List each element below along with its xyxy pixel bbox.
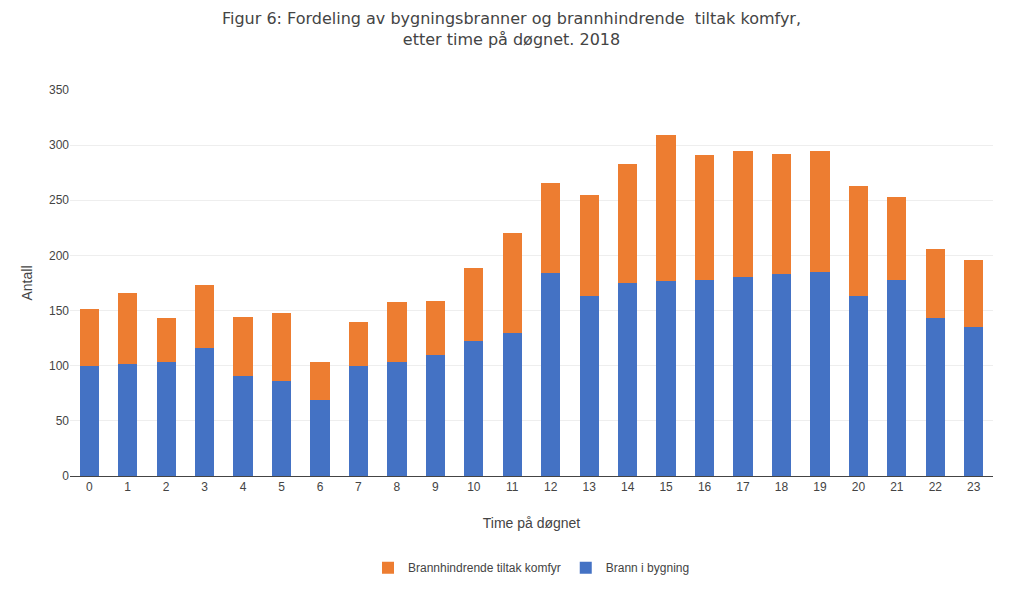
svg-text:150: 150	[49, 304, 69, 318]
svg-text:Brannhindrende tiltak komfyr: Brannhindrende tiltak komfyr	[408, 561, 561, 575]
svg-text:50: 50	[56, 414, 70, 428]
svg-text:4: 4	[240, 480, 247, 494]
svg-text:1: 1	[124, 480, 131, 494]
svg-text:9: 9	[432, 480, 439, 494]
svg-text:300: 300	[49, 138, 69, 152]
svg-text:100: 100	[49, 359, 69, 373]
svg-text:12: 12	[544, 480, 558, 494]
svg-text:350: 350	[49, 83, 69, 97]
svg-text:21: 21	[890, 480, 904, 494]
svg-text:2: 2	[163, 480, 170, 494]
svg-text:18: 18	[775, 480, 789, 494]
svg-text:13: 13	[583, 480, 597, 494]
svg-text:17: 17	[736, 480, 750, 494]
svg-text:5: 5	[278, 480, 285, 494]
svg-text:200: 200	[49, 249, 69, 263]
svg-text:3: 3	[201, 480, 208, 494]
svg-text:22: 22	[929, 480, 943, 494]
svg-text:250: 250	[49, 193, 69, 207]
svg-text:0: 0	[62, 469, 69, 483]
svg-text:Time på døgnet: Time på døgnet	[483, 515, 581, 531]
svg-text:Figur 6: Fordeling av bygnings: Figur 6: Fordeling av bygningsbranner og…	[222, 9, 801, 49]
svg-text:Antall: Antall	[19, 265, 35, 300]
svg-text:6: 6	[317, 480, 324, 494]
svg-text:23: 23	[967, 480, 981, 494]
svg-text:7: 7	[355, 480, 362, 494]
svg-text:8: 8	[394, 480, 401, 494]
svg-text:20: 20	[852, 480, 866, 494]
svg-text:15: 15	[659, 480, 673, 494]
svg-text:19: 19	[813, 480, 827, 494]
svg-text:0: 0	[86, 480, 93, 494]
svg-text:Brann i bygning: Brann i bygning	[606, 561, 689, 575]
svg-text:14: 14	[621, 480, 635, 494]
svg-text:10: 10	[467, 480, 481, 494]
svg-text:11: 11	[506, 480, 519, 494]
svg-text:16: 16	[698, 480, 712, 494]
